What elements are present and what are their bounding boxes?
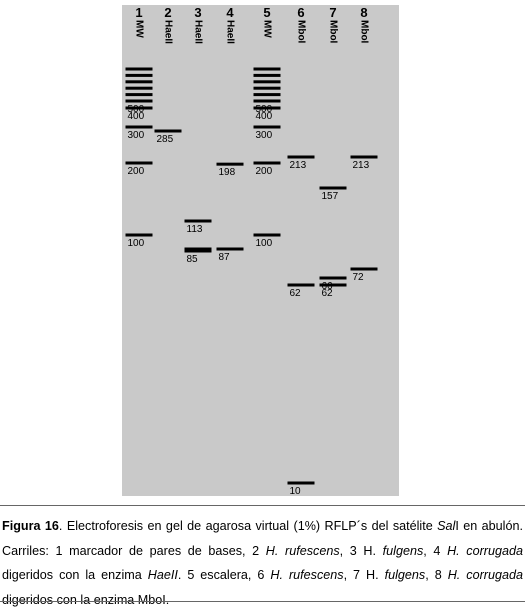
- band-label: 285: [157, 134, 174, 145]
- band-label: 213: [290, 160, 307, 171]
- lane-number-2: 2: [164, 5, 171, 20]
- band-lane1-800: [125, 80, 153, 84]
- lane-name-2: HaeII: [162, 20, 173, 44]
- band-lane1-900: [125, 73, 153, 77]
- caption-top-rule: [0, 505, 525, 506]
- band-lane1-100: [125, 233, 153, 237]
- lane-number-8: 8: [360, 5, 367, 20]
- caption-enzyme: HaeII: [147, 568, 178, 582]
- lane-number-3: 3: [194, 5, 201, 20]
- band-lane1-200: [125, 161, 153, 165]
- band-label: 300: [128, 130, 145, 141]
- band-lane6-62: [287, 283, 315, 287]
- lane-number-5: 5: [263, 5, 270, 20]
- lane-number-1: 1: [135, 5, 142, 20]
- band-lane3-85: [184, 249, 212, 253]
- band-label: 400: [128, 111, 145, 122]
- caption-text: I en abulón. Carriles: 1 marcador de par…: [2, 519, 523, 558]
- figure-caption: Figura 16. Electroforesis en gel de agar…: [2, 514, 523, 612]
- band-label: 100: [256, 238, 273, 249]
- band-lane3-87: [184, 247, 212, 251]
- lane-number-7: 7: [329, 5, 336, 20]
- band-lane5-1000: [253, 67, 281, 71]
- caption-bottom-rule: [0, 601, 525, 602]
- band-lane8-72: [350, 267, 378, 271]
- band-label: 100: [128, 238, 145, 249]
- band-lane4-87: [216, 247, 244, 251]
- band-lane1-600: [125, 93, 153, 97]
- band-lane5-500: [253, 99, 281, 103]
- lane-name-6: MboI: [295, 20, 306, 44]
- band-label: 300: [256, 130, 273, 141]
- band-label: 72: [353, 272, 365, 283]
- band-label: 62: [290, 288, 302, 299]
- caption-species: fulgens: [382, 543, 424, 558]
- band-lane7-62: [319, 283, 347, 287]
- band-lane1-1000: [125, 67, 153, 71]
- lane-number-6: 6: [297, 5, 304, 20]
- band-lane5-100: [253, 233, 281, 237]
- band-lane5-300: [253, 125, 281, 129]
- band-lane7-157: [319, 186, 347, 190]
- caption-text: , 7 H.: [343, 568, 385, 582]
- band-lane8-213: [350, 155, 378, 159]
- band-label: 157: [322, 191, 339, 202]
- band-lane6-10: [287, 481, 315, 485]
- lane-name-4: HaeII: [224, 20, 235, 44]
- band-lane5-800: [253, 80, 281, 84]
- band-lane6-213: [287, 155, 315, 159]
- band-lane5-200: [253, 161, 281, 165]
- lane-name-5: MW: [261, 20, 272, 38]
- band-label: 85: [187, 254, 199, 265]
- band-lane1-500: [125, 99, 153, 103]
- lane-name-7: MboI: [327, 20, 338, 44]
- band-label: 213: [353, 160, 370, 171]
- band-label: 198: [219, 167, 236, 178]
- caption-sali: Sal: [437, 519, 456, 533]
- band-label: 113: [187, 224, 203, 235]
- band-lane7-66: [319, 276, 347, 280]
- band-lane3-113: [184, 219, 212, 223]
- band-lane5-900: [253, 73, 281, 77]
- caption-text: . 5 escalera, 6: [177, 568, 271, 582]
- gel-diagram: 1MW2HaeII3HaeII4HaeII5MW6MboI7MboI8MboI5…: [125, 5, 378, 497]
- caption-species: H. corrugada: [447, 568, 523, 582]
- band-lane2-285: [154, 129, 182, 133]
- caption-species: H. corrugada: [447, 543, 524, 558]
- band-lane1-400: [125, 106, 153, 110]
- caption-species: fulgens: [384, 568, 426, 582]
- caption-text: . Electroforesis en gel de agarosa virtu…: [58, 519, 438, 533]
- band-label: 10: [290, 486, 302, 497]
- band-lane5-400: [253, 106, 281, 110]
- lane-name-8: MboI: [358, 20, 369, 44]
- caption-text: , 3 H.: [339, 543, 383, 558]
- band-lane1-700: [125, 86, 153, 90]
- caption-species: H. rufescens: [265, 543, 340, 558]
- caption-text: digeridos con la enzima MboI.: [2, 592, 170, 607]
- band-lane4-198: [216, 162, 244, 166]
- lane-name-3: HaeII: [192, 20, 203, 44]
- lane-name-1: MW: [133, 20, 144, 38]
- caption-species: H. rufescens: [270, 568, 344, 582]
- caption-text: , 8: [425, 568, 448, 582]
- band-label: 62: [322, 288, 334, 299]
- band-lane5-600: [253, 93, 281, 97]
- band-lane1-300: [125, 125, 153, 129]
- band-label: 87: [219, 252, 231, 263]
- lane-number-4: 4: [226, 5, 234, 20]
- caption-text: digeridos con la enzima: [2, 568, 148, 582]
- band-lane5-700: [253, 86, 281, 90]
- band-label: 200: [256, 166, 273, 177]
- band-label: 400: [256, 111, 273, 122]
- band-label: 200: [128, 166, 145, 177]
- figure-label: Figura 16: [2, 519, 59, 533]
- caption-text: , 4: [423, 543, 448, 558]
